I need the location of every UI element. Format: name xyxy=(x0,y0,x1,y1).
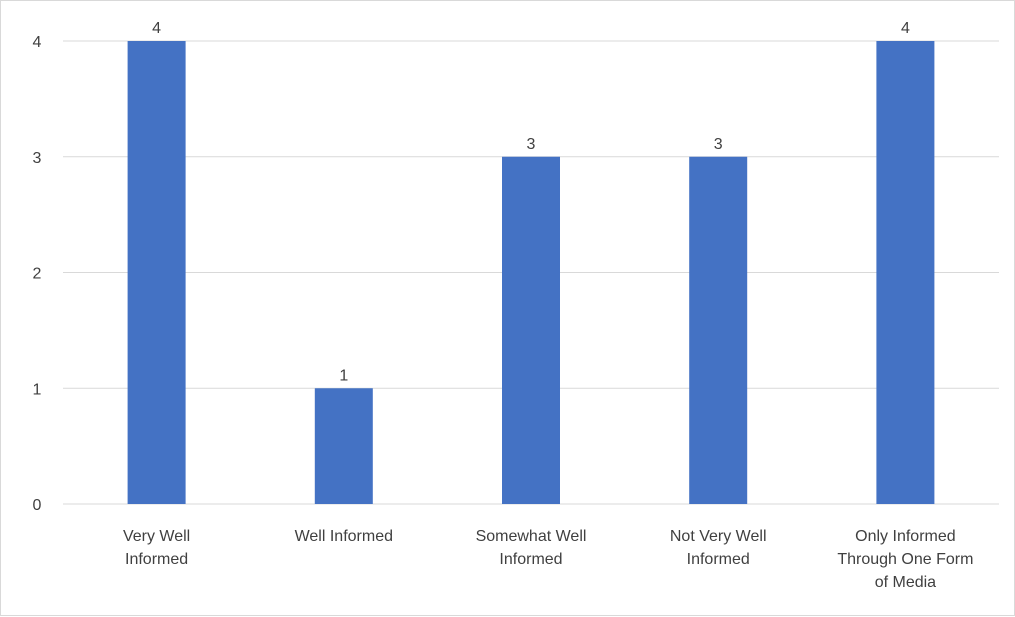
data-label: 3 xyxy=(527,136,536,153)
x-category-label: Not Very Well xyxy=(670,528,767,545)
x-category-label: Through One Form xyxy=(837,551,973,568)
data-labels: 4 1 3 3 4 xyxy=(152,20,910,384)
bar xyxy=(689,156,748,504)
x-category-label: Only Informed xyxy=(855,528,955,545)
x-category-label: Very Well xyxy=(123,528,190,545)
x-category-label: Informed xyxy=(125,551,188,568)
bar xyxy=(127,41,186,504)
bars xyxy=(127,41,935,504)
data-label: 1 xyxy=(339,367,348,384)
x-axis-categories: Very Well Informed Well Informed Somewhat W… xyxy=(123,528,973,591)
bar xyxy=(314,388,373,504)
data-label: 4 xyxy=(901,20,910,37)
x-category-label: of Media xyxy=(875,574,936,591)
y-tick-label: 1 xyxy=(33,381,42,398)
x-category-label: Well Informed xyxy=(295,528,393,545)
data-label: 4 xyxy=(152,20,161,37)
y-tick-label: 3 xyxy=(33,150,42,167)
bar xyxy=(502,156,560,504)
x-category-label: Informed xyxy=(687,551,750,568)
x-category-label: Somewhat Well xyxy=(476,528,587,545)
bar xyxy=(876,41,935,504)
data-label: 3 xyxy=(714,136,723,153)
y-axis-ticks: 0 1 2 3 4 xyxy=(33,34,42,514)
x-category-label: Informed xyxy=(499,551,562,568)
y-tick-label: 2 xyxy=(33,266,42,283)
y-tick-label: 0 xyxy=(33,497,42,514)
y-tick-label: 4 xyxy=(33,34,42,51)
